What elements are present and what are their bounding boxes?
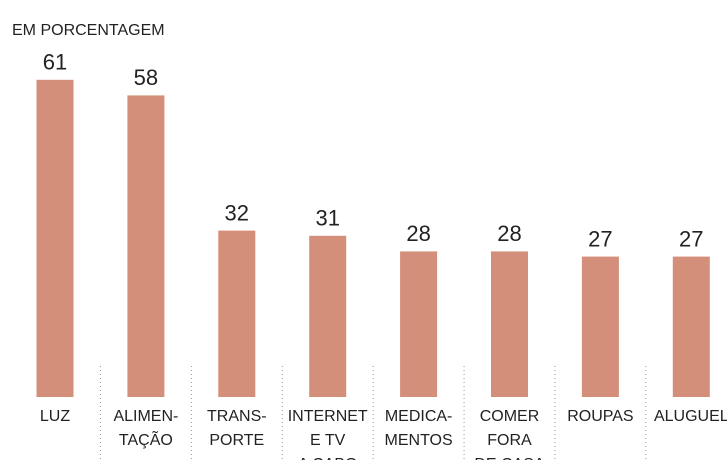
x-tick-label: MEDICA- [385,408,453,425]
value-label: 61 [43,50,67,75]
bar [127,95,165,398]
value-label: 28 [406,221,430,246]
bar [309,235,347,397]
x-tick-label: TRANS- [207,408,267,425]
x-tick-label: FORA [487,432,532,449]
bar [218,230,256,397]
x-tick-label: LUZ [40,408,70,425]
value-label: 27 [679,226,703,251]
value-label: 27 [588,226,612,251]
x-tick-label: DE CASA [474,456,545,460]
value-label: 58 [134,65,158,90]
x-tick-label: MENTOS [385,432,453,449]
x-tick-label: TAÇÃO [119,429,173,449]
x-tick-label: COMER [480,408,540,425]
x-tick-label: A CABO [298,456,358,460]
bar [581,256,619,397]
bar [491,251,528,397]
value-label: 32 [225,200,249,225]
x-tick-label: PORTE [209,432,264,449]
bar [36,79,74,398]
x-tick-label: ALUGUEL [654,408,727,425]
x-tick-label: E TV [310,432,346,449]
x-tick-label: INTERNET [288,408,368,425]
value-label: 28 [497,221,521,246]
bar [400,251,438,397]
bar [672,256,710,397]
x-tick-label: ROUPAS [567,408,633,425]
value-label: 31 [315,206,339,231]
chart-subtitle: EM PORCENTAGEM [12,22,165,39]
x-tick-label: ALIMEN- [113,408,178,425]
